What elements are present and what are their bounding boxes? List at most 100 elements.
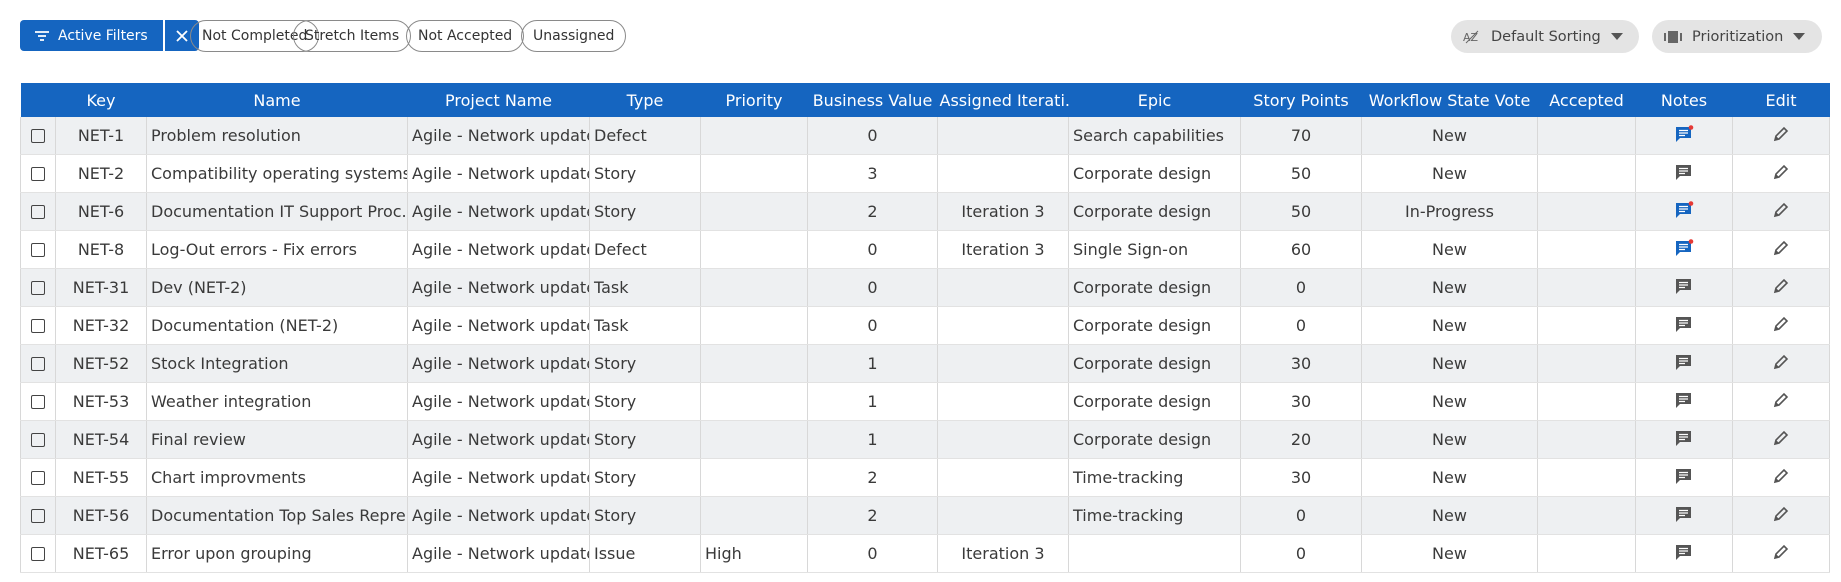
row-checkbox[interactable] [31,166,45,181]
table-row[interactable]: NET-54 Final review Agile - Network update… [20,420,1830,459]
table-cell: New [1361,306,1538,345]
column-header[interactable]: Priority [700,83,808,117]
column-header[interactable]: Key [55,83,147,117]
table-cell: 30 [1240,458,1362,497]
table-cell: Problem resolution [146,117,408,155]
notes-cell[interactable] [1635,154,1733,193]
notes-cell[interactable] [1635,534,1733,573]
table-cell: Agile - Network update [407,306,590,345]
row-checkbox[interactable] [31,356,45,371]
table-row[interactable]: NET-31 Dev (NET-2) Agile - Network update T… [20,268,1830,307]
table-row[interactable]: NET-55 Chart improvments Agile - Network u… [20,458,1830,497]
table-row[interactable]: NET-52 Stock Integration Agile - Network u… [20,344,1830,383]
table-cell: Agile - Network update [407,458,590,497]
table-cell: 0 [807,117,938,155]
table-row[interactable]: NET-1 Problem resolution Agile - Network u… [20,117,1830,155]
table-cell [1537,382,1636,421]
table-row[interactable]: NET-65 Error upon grouping Agile - Network… [20,534,1830,573]
notes-icon [1676,506,1691,522]
row-checkbox[interactable] [31,394,45,409]
notes-cell[interactable] [1635,420,1733,459]
table-cell: NET-1 [55,117,147,155]
notes-cell[interactable] [1635,382,1733,421]
column-header[interactable]: Story Points [1240,83,1362,117]
edit-cell[interactable] [1732,534,1830,573]
edit-icon [1773,202,1789,217]
edit-cell[interactable] [1732,344,1830,383]
column-header[interactable]: Name [146,83,408,117]
filter-chip[interactable]: Stretch Items [293,20,412,52]
notes-cell[interactable] [1635,268,1733,307]
notes-cell[interactable] [1635,458,1733,497]
table-cell: Documentation Top Sales Repre... [146,496,408,535]
edit-cell[interactable] [1732,496,1830,535]
column-header[interactable]: Workflow State Vote [1361,83,1538,117]
table-cell: NET-31 [55,268,147,307]
table-row[interactable]: NET-32 Documentation (NET-2) Agile - Netwo… [20,306,1830,345]
row-checkbox[interactable] [31,242,45,257]
table-body: NET-1 Problem resolution Agile - Network u… [20,117,1830,573]
table-cell [937,268,1069,307]
edit-cell[interactable] [1732,192,1830,231]
table-row[interactable]: NET-8 Log-Out errors - Fix errors Agile - … [20,230,1830,269]
row-checkbox[interactable] [31,546,45,561]
column-header[interactable]: Project Name [407,83,590,117]
notes-icon [1676,392,1691,408]
table-row[interactable]: NET-53 Weather integration Agile - Network… [20,382,1830,421]
column-header[interactable]: Type [589,83,701,117]
filter-chip[interactable]: Not Completed [190,20,320,52]
notes-cell[interactable] [1635,230,1733,269]
table-row[interactable]: NET-2 Compatibility operating systems Agil… [20,154,1830,193]
row-checkbox[interactable] [31,128,45,143]
column-header[interactable]: Epic [1068,83,1241,117]
filter-chip[interactable]: Unassigned [521,20,627,52]
edit-cell[interactable] [1732,420,1830,459]
table-cell: New [1361,420,1538,459]
notes-cell[interactable] [1635,117,1733,155]
view-dropdown[interactable]: Prioritization [1652,20,1822,53]
column-header[interactable]: Assigned Iterati... [937,83,1069,117]
table-cell: 50 [1240,154,1362,193]
table-cell: Story [589,344,701,383]
notes-cell[interactable] [1635,306,1733,345]
active-filters-button[interactable]: Active Filters [20,20,163,51]
notes-cell[interactable] [1635,496,1733,535]
edit-cell[interactable] [1732,230,1830,269]
filter-chip[interactable]: Not Accepted [406,20,525,52]
table-cell: NET-52 [55,344,147,383]
edit-cell[interactable] [1732,306,1830,345]
table-cell [1537,154,1636,193]
table-cell [1537,117,1636,155]
row-checkbox[interactable] [31,432,45,447]
table-cell: New [1361,268,1538,307]
column-header[interactable]: Edit [1732,83,1830,117]
edit-cell[interactable] [1732,382,1830,421]
table-cell: NET-8 [55,230,147,269]
table-row[interactable]: NET-56 Documentation Top Sales Repre... Ag… [20,496,1830,535]
row-checkbox[interactable] [31,508,45,523]
column-header[interactable]: Notes [1635,83,1733,117]
edit-cell[interactable] [1732,154,1830,193]
table-cell: NET-65 [55,534,147,573]
edit-icon [1773,392,1789,407]
table-row[interactable]: NET-6 Documentation IT Support Proc... Agi… [20,192,1830,231]
table-cell: New [1361,458,1538,497]
table-cell: Documentation (NET-2) [146,306,408,345]
edit-cell[interactable] [1732,268,1830,307]
backlog-table: Key Name Project Name Type Priority Business … [20,83,1830,573]
edit-cell[interactable] [1732,117,1830,155]
notes-cell[interactable] [1635,344,1733,383]
column-header[interactable]: Accepted [1537,83,1636,117]
row-checkbox[interactable] [31,204,45,219]
table-cell [937,420,1069,459]
row-checkbox[interactable] [31,318,45,333]
notes-cell[interactable] [1635,192,1733,231]
row-checkbox[interactable] [31,470,45,485]
sorting-dropdown[interactable]: AZ Default Sorting [1451,20,1639,53]
row-checkbox[interactable] [31,280,45,295]
table-cell [1537,496,1636,535]
edit-cell[interactable] [1732,458,1830,497]
table-cell: 2 [807,496,938,535]
column-header[interactable]: Business Value [807,83,938,117]
table-cell: 50 [1240,192,1362,231]
